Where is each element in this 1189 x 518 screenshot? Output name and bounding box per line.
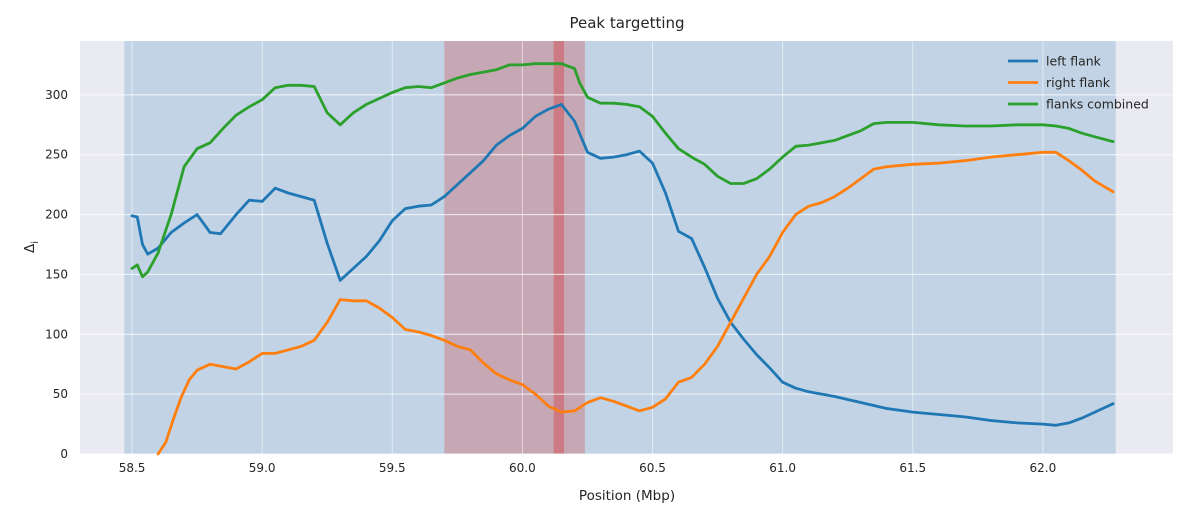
legend: left flank right flank flanks combined	[1008, 54, 1149, 112]
x-axis-label: Position (Mbp)	[579, 488, 675, 504]
x-tick-label: 60.0	[509, 461, 536, 475]
y-tick-label: 200	[45, 208, 68, 222]
y-tick-label: 250	[45, 148, 68, 162]
y-axis-label-main: Δ	[22, 243, 38, 253]
y-tick-label: 150	[45, 267, 68, 281]
legend-entry: flanks combined	[1046, 97, 1149, 112]
y-tick-label: 300	[45, 88, 68, 102]
shaded-region-0	[124, 41, 1116, 454]
y-tick-label: 50	[53, 387, 68, 401]
x-tick-label: 58.5	[119, 461, 146, 475]
legend-entry: right flank	[1046, 75, 1111, 90]
y-tick-label: 0	[60, 447, 68, 461]
x-tick-label: 61.0	[769, 461, 796, 475]
grid-lines	[80, 41, 1173, 455]
y-axis-label-subscript: i	[30, 241, 41, 244]
series-line-right-flank	[156, 150, 1115, 456]
y-axis-label: Δi	[22, 241, 41, 253]
y-tick-label: 100	[45, 327, 68, 341]
x-tick-label: 59.5	[379, 461, 406, 475]
series-line-flanks-combined	[130, 62, 1115, 279]
x-tick-label: 61.5	[899, 461, 926, 475]
shaded-region-2	[553, 41, 565, 454]
shaded-regions	[124, 41, 1116, 454]
shaded-region-1	[444, 41, 585, 454]
series-line-left-flank	[130, 103, 1115, 427]
chart-title: Peak targetting	[569, 14, 684, 32]
series-lines	[130, 62, 1115, 456]
x-tick-label: 60.5	[639, 461, 666, 475]
legend-entry: left flank	[1046, 54, 1102, 69]
x-tick-label: 62.0	[1030, 461, 1057, 475]
y-axis-ticks: 0 50 100 150 200 250 300	[45, 88, 68, 461]
x-tick-label: 59.0	[249, 461, 276, 475]
x-axis-ticks: 58.5 59.0 59.5 60.0 60.5 61.0 61.5 62.0	[119, 461, 1057, 475]
